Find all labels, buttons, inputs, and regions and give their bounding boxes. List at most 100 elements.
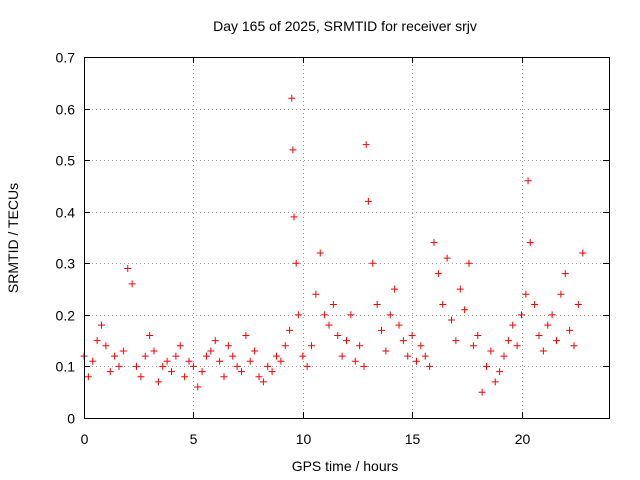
x-tick-label: 5 <box>190 431 198 447</box>
y-axis-label: SRMTID / TECUs <box>5 183 21 293</box>
x-tick-label: 15 <box>405 431 421 447</box>
data-point <box>404 352 412 360</box>
data-point <box>288 94 296 102</box>
data-point <box>229 352 237 360</box>
tick-labels: 0 0.1 0.2 0.3 0.4 0.5 0.6 0.7 0 5 10 15 20 <box>56 50 531 448</box>
data-point <box>268 368 276 376</box>
data-point <box>224 342 232 350</box>
data-point <box>290 213 298 221</box>
data-point <box>469 342 477 350</box>
data-point <box>338 352 346 360</box>
x-tick-label: 10 <box>296 431 312 447</box>
data-point <box>334 331 342 339</box>
y-tick-label: 0.1 <box>56 359 76 375</box>
data-point <box>93 337 101 345</box>
data-point <box>351 357 359 365</box>
data-point <box>439 301 447 309</box>
data-point <box>570 342 578 350</box>
data-point <box>106 368 114 376</box>
data-point <box>465 259 473 267</box>
data-point <box>308 342 315 350</box>
data-point <box>176 342 184 350</box>
data-point <box>518 311 525 319</box>
data-point <box>500 352 508 360</box>
y-tick-label: 0.4 <box>56 205 76 221</box>
chart-title: Day 165 of 2025, SRMTID for receiver srj… <box>213 18 477 34</box>
data-point <box>474 331 482 339</box>
axis-ticks <box>84 57 609 419</box>
data-point <box>373 301 381 309</box>
data-point <box>172 352 180 360</box>
data-point <box>242 331 250 339</box>
data-point <box>574 301 582 309</box>
data-point <box>413 357 420 365</box>
data-point <box>557 290 565 298</box>
data-point <box>362 141 370 149</box>
data-point <box>203 352 210 360</box>
data-point <box>496 368 504 376</box>
data-point <box>430 239 438 247</box>
data-point <box>168 368 175 376</box>
x-tick-label: 0 <box>81 431 89 447</box>
data-point <box>461 306 469 314</box>
data-point <box>159 362 167 370</box>
data-point <box>531 301 539 309</box>
data-point <box>561 270 569 278</box>
data-point <box>395 321 403 329</box>
data-point <box>522 290 530 298</box>
data-point <box>316 249 324 257</box>
data-point <box>434 270 442 278</box>
data-point <box>364 197 372 205</box>
data-point <box>303 362 311 370</box>
y-tick-label: 0.3 <box>56 256 76 272</box>
data-point <box>238 368 245 376</box>
data-point <box>251 347 259 355</box>
data-point <box>294 311 302 319</box>
data-point <box>579 249 587 257</box>
data-point <box>421 352 429 360</box>
data-point <box>273 352 280 360</box>
data-point <box>504 337 512 345</box>
data-point <box>137 373 145 381</box>
data-point <box>417 342 425 350</box>
y-tick-label: 0 <box>67 411 75 427</box>
data-point <box>408 331 416 339</box>
data-point <box>198 368 206 376</box>
x-tick-label: 20 <box>515 431 531 447</box>
data-point <box>513 342 521 350</box>
data-point <box>150 347 158 355</box>
data-point <box>391 285 399 293</box>
data-point <box>478 388 486 396</box>
data-point <box>84 373 92 381</box>
data-point <box>312 290 320 298</box>
data-point <box>189 362 197 370</box>
data-point <box>119 347 127 355</box>
y-tick-label: 0.5 <box>56 153 76 169</box>
data-point <box>292 259 300 267</box>
data-point <box>548 311 556 319</box>
data-point <box>553 337 560 345</box>
data-point <box>356 342 364 350</box>
data-point <box>325 321 333 329</box>
data-point <box>98 321 105 329</box>
plot-frame <box>84 57 610 419</box>
data-point <box>281 342 289 350</box>
data-point <box>141 352 149 360</box>
data-point <box>89 357 97 365</box>
y-tick-label: 0.7 <box>56 50 76 66</box>
data-point <box>128 280 136 288</box>
data-point <box>185 357 193 365</box>
data-point <box>111 352 119 360</box>
data-point <box>133 362 140 370</box>
data-point <box>491 378 499 386</box>
data-point <box>426 362 434 370</box>
data-point <box>220 373 228 381</box>
data-point <box>566 326 574 334</box>
data-point <box>378 326 385 334</box>
data-point <box>539 347 547 355</box>
data-point <box>321 311 329 319</box>
data-point <box>181 373 189 381</box>
data-point <box>207 347 215 355</box>
data-point <box>386 311 394 319</box>
